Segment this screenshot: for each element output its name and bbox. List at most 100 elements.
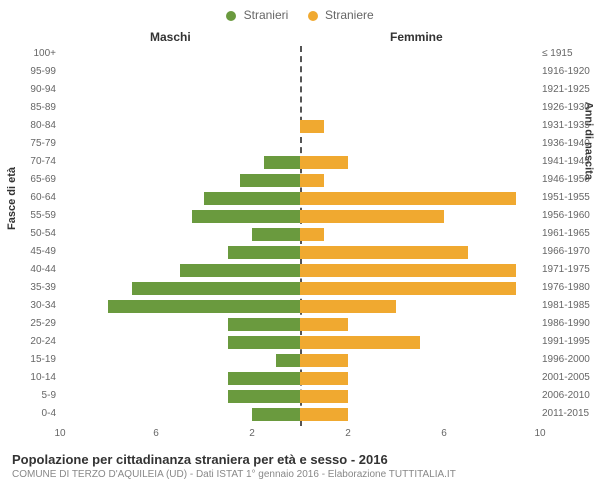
bar-male — [228, 336, 300, 349]
birth-year-label: 2001-2005 — [542, 372, 592, 383]
bar-female — [300, 228, 324, 241]
birth-year-label: 1966-1970 — [542, 246, 592, 257]
bar-female — [300, 282, 516, 295]
x-tick: 6 — [441, 428, 447, 439]
bar-female — [300, 192, 516, 205]
bar-male — [228, 246, 300, 259]
birth-year-label: 1961-1965 — [542, 228, 592, 239]
age-label: 15-19 — [22, 354, 56, 365]
pyramid-row: 0-42011-2015 — [60, 406, 540, 424]
birth-year-label: 1921-1925 — [542, 84, 592, 95]
birth-year-label: 1956-1960 — [542, 210, 592, 221]
birth-year-label: 1941-1945 — [542, 156, 592, 167]
birth-year-label: 1996-2000 — [542, 354, 592, 365]
birth-year-label: 2006-2010 — [542, 390, 592, 401]
column-header-male: Maschi — [150, 30, 191, 44]
age-label: 90-94 — [22, 84, 56, 95]
pyramid-row: 30-341981-1985 — [60, 298, 540, 316]
age-label: 85-89 — [22, 102, 56, 113]
bar-male — [180, 264, 300, 277]
pyramid-row: 40-441971-1975 — [60, 262, 540, 280]
x-tick: 10 — [54, 428, 65, 439]
age-label: 45-49 — [22, 246, 56, 257]
bar-female — [300, 156, 348, 169]
birth-year-label: 2011-2015 — [542, 408, 592, 419]
legend-male-swatch — [226, 11, 236, 21]
bar-female — [300, 210, 444, 223]
pyramid-plot: 100+≤ 191595-991916-192090-941921-192585… — [60, 46, 540, 426]
age-label: 55-59 — [22, 210, 56, 221]
age-label: 95-99 — [22, 66, 56, 77]
x-axis: 10622610 — [60, 428, 540, 442]
pyramid-row: 45-491966-1970 — [60, 244, 540, 262]
pyramid-row: 35-391976-1980 — [60, 280, 540, 298]
birth-year-label: ≤ 1915 — [542, 48, 592, 59]
bar-female — [300, 246, 468, 259]
birth-year-label: 1971-1975 — [542, 264, 592, 275]
legend-male-label: Stranieri — [244, 8, 289, 22]
pyramid-row: 15-191996-2000 — [60, 352, 540, 370]
age-label: 70-74 — [22, 156, 56, 167]
bar-female — [300, 120, 324, 133]
pyramid-row: 75-791936-1940 — [60, 136, 540, 154]
age-label: 60-64 — [22, 192, 56, 203]
age-label: 0-4 — [22, 408, 56, 419]
bar-female — [300, 336, 420, 349]
bar-female — [300, 264, 516, 277]
pyramid-row: 65-691946-1950 — [60, 172, 540, 190]
column-header-female: Femmine — [390, 30, 443, 44]
age-label: 100+ — [22, 48, 56, 59]
bar-female — [300, 318, 348, 331]
bar-male — [276, 354, 300, 367]
bar-female — [300, 354, 348, 367]
age-label: 50-54 — [22, 228, 56, 239]
age-label: 75-79 — [22, 138, 56, 149]
pyramid-row: 80-841931-1935 — [60, 118, 540, 136]
legend-female: Straniere — [308, 8, 374, 22]
bar-female — [300, 300, 396, 313]
bar-male — [108, 300, 300, 313]
age-label: 10-14 — [22, 372, 56, 383]
age-label: 20-24 — [22, 336, 56, 347]
birth-year-label: 1976-1980 — [542, 282, 592, 293]
birth-year-label: 1991-1995 — [542, 336, 592, 347]
birth-year-label: 1981-1985 — [542, 300, 592, 311]
bar-female — [300, 372, 348, 385]
pyramid-row: 60-641951-1955 — [60, 190, 540, 208]
age-label: 30-34 — [22, 300, 56, 311]
bar-male — [228, 372, 300, 385]
x-tick: 10 — [534, 428, 545, 439]
age-label: 25-29 — [22, 318, 56, 329]
x-tick: 2 — [345, 428, 351, 439]
birth-year-label: 1931-1935 — [542, 120, 592, 131]
bar-female — [300, 390, 348, 403]
bar-male — [228, 318, 300, 331]
age-label: 5-9 — [22, 390, 56, 401]
pyramid-row: 25-291986-1990 — [60, 316, 540, 334]
pyramid-row: 5-92006-2010 — [60, 388, 540, 406]
pyramid-row: 50-541961-1965 — [60, 226, 540, 244]
bar-male — [252, 228, 300, 241]
age-label: 40-44 — [22, 264, 56, 275]
pyramid-row: 55-591956-1960 — [60, 208, 540, 226]
bar-female — [300, 408, 348, 421]
bar-male — [192, 210, 300, 223]
age-label: 65-69 — [22, 174, 56, 185]
x-tick: 2 — [249, 428, 255, 439]
legend-male: Stranieri — [226, 8, 288, 22]
x-tick: 6 — [153, 428, 159, 439]
bar-male — [252, 408, 300, 421]
pyramid-row: 100+≤ 1915 — [60, 46, 540, 64]
birth-year-label: 1946-1950 — [542, 174, 592, 185]
pyramid-row: 20-241991-1995 — [60, 334, 540, 352]
pyramid-row: 10-142001-2005 — [60, 370, 540, 388]
chart-footer: Popolazione per cittadinanza straniera p… — [12, 452, 588, 480]
chart-legend: Stranieri Straniere — [0, 8, 600, 22]
bar-female — [300, 174, 324, 187]
legend-female-label: Straniere — [325, 8, 374, 22]
footer-subtitle: COMUNE DI TERZO D'AQUILEIA (UD) - Dati I… — [12, 469, 588, 480]
pyramid-row: 85-891926-1930 — [60, 100, 540, 118]
bar-male — [132, 282, 300, 295]
pyramid-row: 90-941921-1925 — [60, 82, 540, 100]
birth-year-label: 1916-1920 — [542, 66, 592, 77]
